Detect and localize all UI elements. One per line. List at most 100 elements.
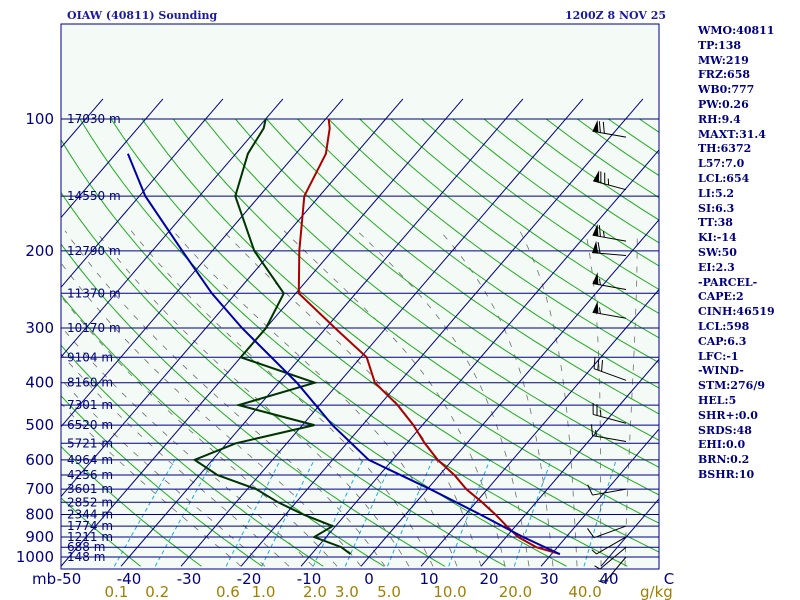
moist-adiabat — [61, 262, 362, 567]
stat-item: TT:38 — [698, 216, 733, 230]
height-label: 148 m — [67, 550, 105, 564]
height-label: 4256 m — [67, 468, 113, 482]
dry-adiabat — [61, 138, 567, 567]
stat-item: SI:6.3 — [698, 201, 735, 215]
moist-adiabat — [61, 325, 314, 567]
wind-barb — [593, 170, 627, 191]
isotherm — [420, 288, 659, 567]
pressure-tick-label: 800 — [25, 506, 54, 524]
pressure-tick-label: 600 — [25, 451, 54, 469]
stat-item: RH:9.4 — [698, 112, 741, 126]
temperature-tick-label: 10 — [419, 570, 438, 588]
mixing-ratio-line — [113, 459, 176, 567]
wind-barb — [587, 484, 627, 496]
temperature-tick-label: 40 — [599, 570, 618, 588]
dry-adiabat — [61, 497, 141, 567]
dewpoint-profile — [192, 118, 352, 555]
isotherm — [61, 98, 224, 288]
mixing-ratio-label: 3.0 — [335, 583, 359, 600]
pressure-tick-label: 500 — [25, 416, 54, 434]
pressure-tick-label: 900 — [25, 528, 54, 546]
moist-adiabat — [61, 295, 338, 567]
plot-background — [61, 24, 659, 569]
stat-item: FRZ:658 — [698, 68, 751, 82]
stat-item: CAPE:2 — [698, 290, 744, 304]
temperature-tick-label: -50 — [57, 570, 82, 588]
height-label: 17030 m — [67, 112, 121, 126]
dry-adiabat — [390, 118, 659, 315]
stat-item: STM:276/9 — [698, 379, 765, 393]
dry-adiabat — [61, 191, 506, 567]
moist-adiabat — [61, 353, 290, 567]
mixing-ratio-label: 5.0 — [377, 583, 401, 600]
height-label: 4964 m — [67, 453, 113, 467]
wind-barb — [592, 403, 627, 424]
isotherm — [180, 98, 584, 567]
mixing-ratio-line — [387, 459, 434, 567]
mixing-ratio-line — [312, 459, 364, 567]
mixing-ratio-label: 0.1 — [104, 583, 128, 600]
height-label: 9104 m — [67, 350, 113, 364]
stat-item: CINH:46519 — [698, 305, 775, 319]
moist-adiabat — [61, 402, 242, 567]
stat-item: CAP:6.3 — [698, 334, 747, 348]
stat-item: BRN:0.2 — [698, 453, 750, 467]
isotherm — [300, 149, 659, 567]
isotherm — [240, 98, 644, 567]
stat-item: WMO:40811 — [698, 24, 775, 37]
wind-barb — [592, 119, 627, 138]
height-label: 14550 m — [67, 189, 121, 203]
stat-item: LCL:598 — [698, 319, 750, 333]
isotherm — [61, 98, 284, 358]
pressure-tick-label: 1000 — [16, 548, 54, 566]
mixing-ratio-line — [225, 459, 282, 567]
stat-item: L57:7.0 — [698, 157, 745, 171]
mixing-ratio-label: 10.0 — [433, 583, 466, 600]
dry-adiabat — [61, 445, 202, 567]
temperature-tick-label: -20 — [237, 570, 262, 588]
isotherm — [480, 358, 659, 567]
stat-item: MAXT:31.4 — [698, 127, 766, 141]
pressure-tick-label: 300 — [25, 319, 54, 337]
stat-item: -WIND- — [698, 364, 744, 378]
mixing-ratio-label: 0.2 — [145, 583, 169, 600]
wind-barb — [592, 223, 627, 242]
wind-barb — [590, 424, 627, 443]
stat-item: PW:0.26 — [698, 97, 749, 111]
temperature-profile — [297, 118, 561, 556]
dry-adiabat — [110, 118, 659, 553]
pressure-tick-label: 400 — [25, 374, 54, 392]
isotherm — [61, 98, 404, 498]
wind-barb — [592, 301, 627, 319]
stat-item: KI:-14 — [698, 231, 737, 245]
dry-adiabat — [203, 118, 659, 468]
mixing-ratio-line — [513, 459, 552, 567]
parcel-profile — [126, 153, 561, 556]
stat-item: TP:138 — [698, 38, 742, 52]
temperature-tick-label: C — [664, 570, 674, 588]
dry-adiabat — [61, 344, 324, 567]
moist-adiabat — [223, 230, 482, 567]
dry-adiabat — [328, 118, 659, 364]
wind-barb — [591, 536, 627, 555]
wind-barb — [592, 272, 627, 290]
wind-barb — [594, 546, 627, 570]
mixing-ratio-label: 40.0 — [568, 583, 601, 600]
temperature-tick-label: 20 — [479, 570, 498, 588]
moist-adiabat — [130, 230, 434, 567]
isotherm — [120, 98, 524, 567]
height-label: 1211 m — [67, 530, 113, 544]
pressure-tick-label: 200 — [25, 242, 54, 260]
mixing-ratio-line — [344, 459, 394, 567]
dry-adiabat — [61, 243, 446, 567]
stat-item: HEL:5 — [698, 393, 737, 407]
height-label: 7301 m — [67, 398, 113, 412]
mixing-ratio-line — [261, 459, 315, 567]
stat-item: SW:50 — [698, 245, 737, 259]
stat-item: BSHR:10 — [698, 467, 755, 481]
height-label: 8160 m — [67, 376, 113, 390]
dry-adiabat — [359, 118, 659, 339]
pressure-unit-label: mb — [32, 570, 56, 588]
isotherm — [61, 98, 164, 219]
